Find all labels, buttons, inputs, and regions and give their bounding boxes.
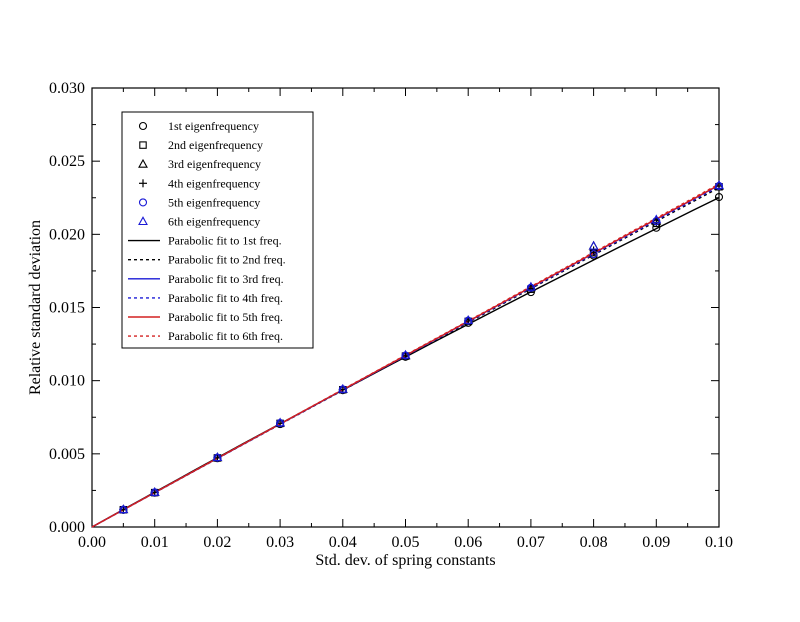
legend-label: Parabolic fit to 6th freq. <box>168 329 283 343</box>
data-point <box>118 504 129 514</box>
legend-marker <box>139 141 147 149</box>
y-tick-label: 0.020 <box>49 226 85 243</box>
legend-label: Parabolic fit to 4th freq. <box>168 291 283 305</box>
legend-label: Parabolic fit to 1st freq. <box>168 234 282 248</box>
x-tick-label: 0.00 <box>78 534 106 551</box>
data-point <box>525 281 536 291</box>
y-tick-label: 0.010 <box>49 373 85 390</box>
x-tick-label: 0.06 <box>454 534 482 551</box>
data-point <box>588 240 599 250</box>
x-tick-label: 0.10 <box>705 534 733 551</box>
data-point <box>526 283 535 292</box>
x-tick-label: 0.08 <box>580 534 608 551</box>
data-markers <box>118 179 724 514</box>
legend-label: Parabolic fit to 2nd freq. <box>168 253 286 267</box>
legend-marker <box>138 121 148 131</box>
legend-box <box>121 111 314 349</box>
legend-label: 2nd eigenfrequency <box>168 138 263 152</box>
legend-marker <box>139 179 147 188</box>
legend-label: 4th eigenfrequency <box>168 176 260 190</box>
data-point <box>714 179 724 189</box>
x-tick-label: 0.05 <box>392 534 420 551</box>
y-axis-title: Relative standard deviation <box>27 220 44 395</box>
legend: 1st eigenfrequency 2nd eigenfrequency 3rd … <box>128 119 286 343</box>
legend-label: 3rd eigenfrequency <box>168 157 261 171</box>
data-point <box>714 181 724 191</box>
data-point <box>275 417 286 427</box>
legend-label: 1st eigenfrequency <box>168 119 259 133</box>
legend-label: 6th eigenfrequency <box>168 215 260 229</box>
legend-marker <box>138 158 148 168</box>
data-point <box>149 486 160 496</box>
x-tick-label: 0.04 <box>329 534 357 551</box>
legend-label: Parabolic fit to 3rd freq. <box>168 272 284 286</box>
data-point <box>401 351 410 360</box>
data-point <box>651 214 662 224</box>
y-tick-label: 0.005 <box>49 446 85 463</box>
data-point <box>337 383 348 393</box>
x-axis-title: Std. dev. of spring constants <box>315 552 495 569</box>
x-tick-label: 0.07 <box>517 534 545 551</box>
y-tick-label: 0.025 <box>49 153 85 170</box>
x-tick-label: 0.09 <box>642 534 670 551</box>
y-tick-label: 0.015 <box>49 300 85 317</box>
x-tick-label: 0.03 <box>266 534 294 551</box>
fit-line <box>91 185 720 528</box>
fit-line <box>91 183 720 528</box>
legend-label: 5th eigenfrequency <box>168 195 260 209</box>
data-point <box>714 192 724 202</box>
data-point <box>463 315 474 324</box>
x-tick-label: 0.01 <box>141 534 169 551</box>
axis-ticks: 0.00 0.01 0.02 0.03 0.04 0.05 0.06 0.07 0.08 0.09… <box>49 80 733 551</box>
data-point <box>212 452 223 462</box>
x-tick-label: 0.02 <box>203 534 231 551</box>
legend-marker <box>138 216 148 226</box>
data-point <box>400 349 411 359</box>
legend-marker <box>138 198 148 207</box>
data-point <box>589 250 598 259</box>
y-tick-label: 0.030 <box>49 80 85 97</box>
y-tick-label: 0.000 <box>49 519 85 536</box>
legend-label: Parabolic fit to 5th freq. <box>168 310 283 324</box>
